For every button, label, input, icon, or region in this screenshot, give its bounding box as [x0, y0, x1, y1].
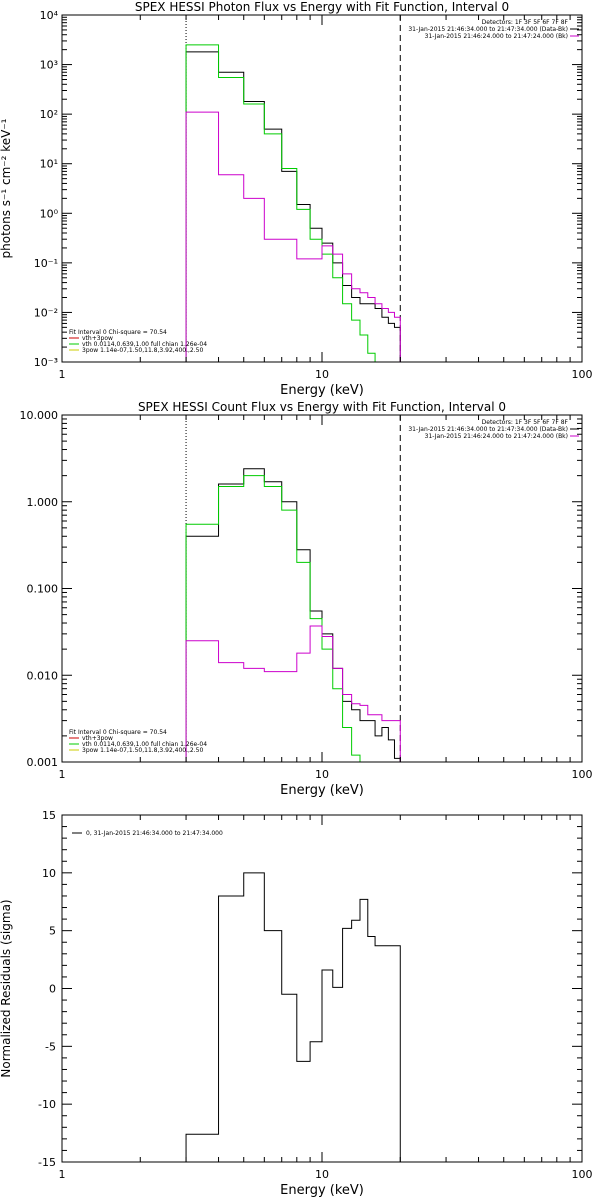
x-axis-label: Energy (keV) — [280, 1183, 364, 1198]
legend-bottom-entry: vth+3pow — [82, 735, 113, 742]
y-axis-label: Normalized Residuals (sigma) — [0, 899, 13, 1077]
series-line-2 — [185, 625, 401, 762]
y-tick-label: 10 — [42, 867, 56, 880]
plot-frame — [61, 414, 583, 763]
x-tick-label: 10 — [315, 768, 329, 781]
plot-area — [185, 415, 401, 762]
y-tick-label: -15 — [38, 1156, 56, 1169]
y-tick-label: 10.000 — [20, 409, 59, 422]
x-tick-label: 100 — [572, 1168, 593, 1181]
series-line-1 — [185, 44, 401, 362]
chart-panel-1: SPEX HESSI Count Flux vs Energy with Fit… — [20, 400, 593, 798]
legend-top-entry: 31-Jan-2015 21:46:34.000 to 21:47:34.000… — [408, 26, 568, 33]
legend-bottom-entry: 3pow 1.14e-07,1.50,11.8,3.92,400.,2.50 — [82, 347, 203, 354]
y-tick-label: 10⁰ — [40, 207, 59, 220]
y-tick-label: 0 — [49, 983, 56, 996]
plot-area — [185, 872, 401, 1162]
x-tick-label: 1 — [59, 768, 66, 781]
chart-panel-2: 1 10 100 Energy (keV) -15 -10 -5 0 5 10 15 Normaliz… — [0, 809, 593, 1198]
y-tick-label: 10⁻¹ — [34, 257, 58, 270]
chart-panel-0: SPEX HESSI Photon Flux vs Energy with Fi… — [0, 0, 593, 398]
series-line-0 — [185, 51, 401, 362]
x-tick-label: 10 — [315, 368, 329, 381]
x-axis-label: Energy (keV) — [280, 783, 364, 798]
y-tick-label: 15 — [42, 809, 56, 822]
y-tick-label: 0.100 — [27, 583, 59, 596]
y-tick-label: 10¹ — [40, 158, 58, 171]
plot-frame — [61, 14, 583, 363]
legend-top-entry: 0, 31-Jan-2015 21:46:34.000 to 21:47:34.… — [86, 830, 223, 837]
plot-area — [185, 15, 401, 362]
legend-top-entry: Detectors: 1F 3F 5F 6F 7F 8F — [482, 19, 569, 26]
legend-top-entry: 31-Jan-2015 21:46:34.000 to 21:47:34.000… — [408, 426, 568, 433]
y-tick-label: 0.001 — [27, 756, 59, 769]
legend-bottom-entry: vth 0.0114,0.639,1.00 full chian 1.26e-0… — [82, 341, 207, 348]
y-tick-label: 10⁻² — [34, 306, 58, 319]
y-tick-label: 10² — [40, 108, 58, 121]
x-tick-label: 1 — [59, 1168, 66, 1181]
y-tick-label: 10⁻³ — [34, 356, 58, 369]
y-tick-label: 10⁴ — [40, 9, 59, 22]
series-line-1 — [185, 475, 401, 762]
legend-top-entry: 31-Jan-2015 21:46:24.000 to 21:47:24.000… — [425, 433, 568, 440]
y-tick-label: -10 — [38, 1098, 56, 1111]
y-axis-label: photons s⁻¹ cm⁻² keV⁻¹ — [0, 118, 13, 258]
legend-bottom-entry: Fit Interval 0 Chi-square = 70.54 — [69, 729, 167, 736]
series-line-2 — [185, 111, 401, 362]
legend-top-entry: 31-Jan-2015 21:46:24.000 to 21:47:24.000… — [425, 33, 568, 40]
legend-top-entry: Detectors: 1F 3F 5F 6F 7F 8F — [482, 419, 569, 426]
legend-bottom-entry: vth+3pow — [82, 335, 113, 342]
x-tick-label: 1 — [59, 368, 66, 381]
chart-title: SPEX HESSI Count Flux vs Energy with Fit… — [138, 400, 506, 414]
chart-title: SPEX HESSI Photon Flux vs Energy with Fi… — [135, 0, 509, 14]
y-tick-label: 1.000 — [27, 496, 59, 509]
legend-bottom-entry: Fit Interval 0 Chi-square = 70.54 — [69, 329, 167, 336]
y-tick-label: 5 — [49, 925, 56, 938]
y-tick-label: 10³ — [40, 59, 58, 72]
series-line-0 — [185, 872, 401, 1162]
x-axis-label: Energy (keV) — [280, 383, 364, 398]
x-tick-label: 10 — [315, 1168, 329, 1181]
x-tick-label: 100 — [572, 768, 593, 781]
x-tick-label: 100 — [572, 368, 593, 381]
legend-bottom-entry: vth 0.0114,0.639,1.00 full chian 1.26e-0… — [82, 741, 207, 748]
legend-bottom-entry: 3pow 1.14e-07,1.50,11.8,3.92,400.,2.50 — [82, 747, 203, 754]
y-tick-label: 0.010 — [27, 669, 59, 682]
y-tick-label: -5 — [45, 1040, 56, 1053]
